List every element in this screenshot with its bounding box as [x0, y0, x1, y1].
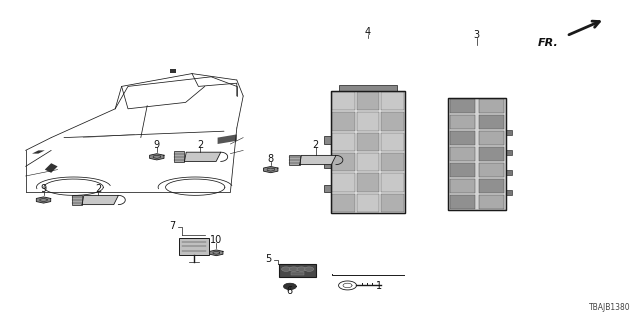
- Bar: [450, 115, 475, 129]
- Bar: [332, 153, 355, 171]
- Text: 9: 9: [40, 184, 47, 195]
- Bar: [479, 195, 504, 209]
- Bar: [332, 91, 404, 213]
- Bar: [323, 136, 332, 144]
- Bar: [448, 98, 506, 210]
- Bar: [381, 112, 404, 131]
- Bar: [381, 194, 404, 212]
- Bar: [323, 185, 332, 192]
- Text: 9: 9: [154, 140, 160, 150]
- Bar: [357, 133, 379, 151]
- Bar: [291, 272, 304, 275]
- Bar: [357, 153, 379, 171]
- Ellipse shape: [305, 267, 314, 271]
- Text: TBAJB1380: TBAJB1380: [589, 303, 630, 312]
- Bar: [450, 163, 475, 177]
- Bar: [357, 112, 379, 131]
- Text: FR.: FR.: [538, 38, 559, 48]
- Bar: [279, 264, 316, 277]
- Polygon shape: [150, 154, 164, 160]
- Bar: [332, 194, 355, 212]
- Bar: [479, 179, 504, 193]
- Text: 3: 3: [474, 30, 480, 40]
- Bar: [72, 195, 82, 205]
- Bar: [332, 112, 355, 131]
- Bar: [381, 92, 404, 110]
- Bar: [506, 170, 512, 175]
- Bar: [450, 195, 475, 209]
- Bar: [506, 190, 512, 195]
- Text: 5: 5: [266, 254, 272, 264]
- Polygon shape: [218, 134, 237, 144]
- Bar: [448, 98, 506, 210]
- Bar: [357, 173, 379, 191]
- Bar: [479, 147, 504, 161]
- Polygon shape: [210, 250, 223, 256]
- Polygon shape: [32, 150, 45, 154]
- Polygon shape: [264, 166, 278, 173]
- Text: 4: 4: [365, 27, 371, 37]
- Polygon shape: [284, 283, 296, 290]
- Ellipse shape: [282, 267, 291, 271]
- Polygon shape: [300, 156, 336, 164]
- Text: 8: 8: [268, 154, 274, 164]
- Text: 1: 1: [376, 281, 382, 292]
- Bar: [381, 133, 404, 151]
- Bar: [479, 163, 504, 177]
- Bar: [174, 151, 184, 162]
- Bar: [289, 155, 300, 165]
- Bar: [332, 91, 404, 213]
- Bar: [179, 237, 209, 255]
- Text: 2: 2: [95, 184, 101, 195]
- Ellipse shape: [297, 267, 306, 271]
- Text: 2: 2: [197, 140, 204, 150]
- Text: 7: 7: [170, 220, 176, 231]
- Bar: [381, 173, 404, 191]
- Bar: [450, 131, 475, 145]
- Bar: [332, 92, 355, 110]
- Bar: [450, 147, 475, 161]
- Polygon shape: [170, 69, 176, 73]
- Bar: [479, 99, 504, 113]
- Bar: [450, 99, 475, 113]
- Bar: [323, 160, 332, 168]
- Polygon shape: [82, 196, 118, 204]
- Text: 6: 6: [287, 286, 293, 296]
- Bar: [332, 133, 355, 151]
- Bar: [357, 92, 379, 110]
- Ellipse shape: [289, 267, 298, 271]
- Text: 10: 10: [210, 235, 223, 245]
- Bar: [479, 115, 504, 129]
- Polygon shape: [45, 163, 58, 173]
- Bar: [479, 131, 504, 145]
- Bar: [357, 194, 379, 212]
- Bar: [506, 130, 512, 135]
- Bar: [381, 153, 404, 171]
- Polygon shape: [184, 152, 221, 161]
- Text: 2: 2: [312, 140, 319, 150]
- Bar: [506, 150, 512, 155]
- Bar: [332, 173, 355, 191]
- Bar: [450, 179, 475, 193]
- Bar: [339, 85, 397, 91]
- Polygon shape: [36, 197, 51, 203]
